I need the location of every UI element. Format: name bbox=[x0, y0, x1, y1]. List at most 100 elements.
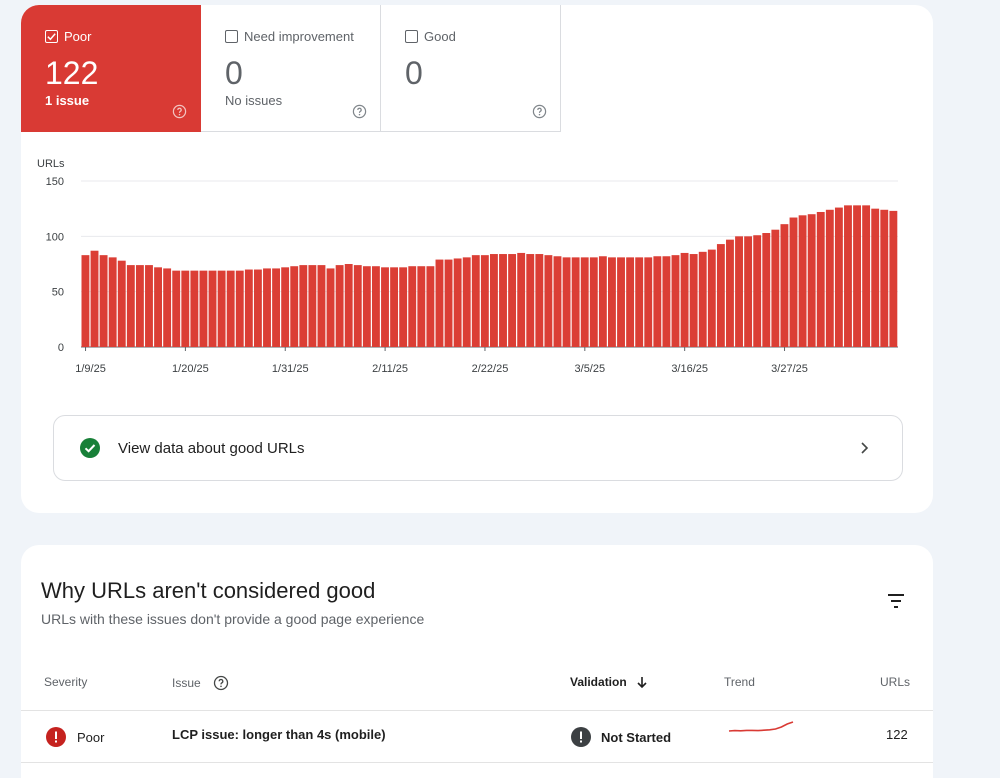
bar[interactable] bbox=[771, 229, 780, 347]
bar[interactable] bbox=[281, 267, 290, 347]
bar[interactable] bbox=[807, 214, 816, 347]
bar[interactable] bbox=[853, 205, 861, 347]
column-header-severity[interactable]: Severity bbox=[44, 675, 88, 689]
bar[interactable] bbox=[290, 266, 299, 347]
bar[interactable] bbox=[244, 269, 253, 347]
bar[interactable] bbox=[326, 268, 335, 347]
bar[interactable] bbox=[199, 270, 208, 347]
bar[interactable] bbox=[689, 254, 698, 347]
bar[interactable] bbox=[698, 251, 707, 347]
bar[interactable] bbox=[217, 270, 226, 347]
bar[interactable] bbox=[163, 268, 172, 347]
bar[interactable] bbox=[880, 209, 889, 347]
bar[interactable] bbox=[662, 256, 671, 347]
bar[interactable] bbox=[680, 252, 689, 347]
filter-icon[interactable] bbox=[885, 590, 907, 612]
bar[interactable] bbox=[517, 252, 526, 347]
bar[interactable] bbox=[299, 265, 308, 347]
bar[interactable] bbox=[399, 267, 408, 347]
bar[interactable] bbox=[390, 267, 399, 347]
bar[interactable] bbox=[126, 265, 135, 347]
bar[interactable] bbox=[381, 267, 389, 347]
bar[interactable] bbox=[272, 268, 281, 347]
bar[interactable] bbox=[844, 205, 852, 347]
bar[interactable] bbox=[553, 256, 562, 347]
bar[interactable] bbox=[653, 256, 662, 347]
bar[interactable] bbox=[635, 257, 644, 347]
bar[interactable] bbox=[181, 270, 190, 347]
bar[interactable] bbox=[735, 236, 743, 347]
bar[interactable] bbox=[362, 266, 371, 347]
bar[interactable] bbox=[580, 257, 589, 347]
bar[interactable] bbox=[99, 255, 108, 347]
bar[interactable] bbox=[617, 257, 625, 347]
bar[interactable] bbox=[426, 266, 435, 347]
bar[interactable] bbox=[117, 260, 126, 347]
bar[interactable] bbox=[490, 254, 498, 347]
bar[interactable] bbox=[508, 254, 517, 347]
help-icon[interactable] bbox=[352, 104, 367, 119]
checkbox-checked-icon[interactable] bbox=[45, 30, 58, 43]
bar[interactable] bbox=[816, 211, 825, 347]
bar[interactable] bbox=[145, 265, 153, 347]
bar[interactable] bbox=[644, 257, 653, 347]
bar[interactable] bbox=[608, 257, 616, 347]
bar[interactable] bbox=[344, 264, 353, 347]
bar[interactable] bbox=[780, 224, 789, 347]
view-good-urls-link[interactable]: View data about good URLs bbox=[53, 415, 903, 481]
bar[interactable] bbox=[90, 250, 99, 347]
bar[interactable] bbox=[598, 256, 607, 347]
bar[interactable] bbox=[417, 266, 426, 347]
help-icon[interactable] bbox=[532, 104, 547, 119]
checkbox-unchecked-icon[interactable] bbox=[225, 30, 238, 43]
column-header-urls[interactable]: URLs bbox=[880, 675, 911, 689]
status-tile-good[interactable]: Good 0 bbox=[381, 5, 561, 132]
column-header-validation[interactable]: Validation bbox=[570, 675, 649, 689]
help-icon[interactable] bbox=[213, 675, 229, 691]
bar[interactable] bbox=[81, 255, 90, 347]
bar[interactable] bbox=[226, 270, 235, 347]
bar[interactable] bbox=[462, 257, 471, 347]
bar[interactable] bbox=[744, 236, 753, 347]
bar[interactable] bbox=[871, 208, 880, 347]
status-tile-need-improvement[interactable]: Need improvement 0 No issues bbox=[201, 5, 381, 132]
bar[interactable] bbox=[671, 255, 680, 347]
bar[interactable] bbox=[108, 257, 117, 347]
bar[interactable] bbox=[263, 268, 271, 347]
bar[interactable] bbox=[471, 255, 480, 347]
bar[interactable] bbox=[825, 209, 834, 347]
bar[interactable] bbox=[626, 257, 635, 347]
bar[interactable] bbox=[444, 259, 453, 347]
bar[interactable] bbox=[716, 244, 725, 347]
bar[interactable] bbox=[726, 239, 734, 347]
bar[interactable] bbox=[208, 270, 217, 347]
bar[interactable] bbox=[172, 270, 181, 347]
bar[interactable] bbox=[480, 255, 489, 347]
bar[interactable] bbox=[408, 266, 417, 347]
bar[interactable] bbox=[753, 235, 762, 347]
bar[interactable] bbox=[589, 257, 598, 347]
bar[interactable] bbox=[562, 257, 571, 347]
bar[interactable] bbox=[571, 257, 580, 347]
bar[interactable] bbox=[834, 207, 843, 347]
bar[interactable] bbox=[526, 254, 535, 347]
help-icon[interactable] bbox=[172, 104, 187, 119]
checkbox-unchecked-icon[interactable] bbox=[405, 30, 418, 43]
status-tile-poor[interactable]: Poor 122 1 issue bbox=[21, 5, 201, 132]
bar[interactable] bbox=[789, 217, 798, 347]
bar[interactable] bbox=[499, 254, 507, 347]
bar[interactable] bbox=[135, 265, 144, 347]
bar[interactable] bbox=[335, 265, 344, 347]
bar[interactable] bbox=[190, 270, 199, 347]
bar[interactable] bbox=[453, 258, 462, 347]
bar[interactable] bbox=[862, 205, 871, 347]
column-header-issue[interactable]: Issue bbox=[172, 675, 229, 691]
bar[interactable] bbox=[435, 259, 444, 347]
bar[interactable] bbox=[154, 267, 162, 347]
bar[interactable] bbox=[371, 266, 380, 347]
bar[interactable] bbox=[544, 255, 553, 347]
bar[interactable] bbox=[317, 265, 326, 347]
bar[interactable] bbox=[235, 270, 244, 347]
bar[interactable] bbox=[353, 265, 362, 347]
bar[interactable] bbox=[798, 215, 807, 347]
